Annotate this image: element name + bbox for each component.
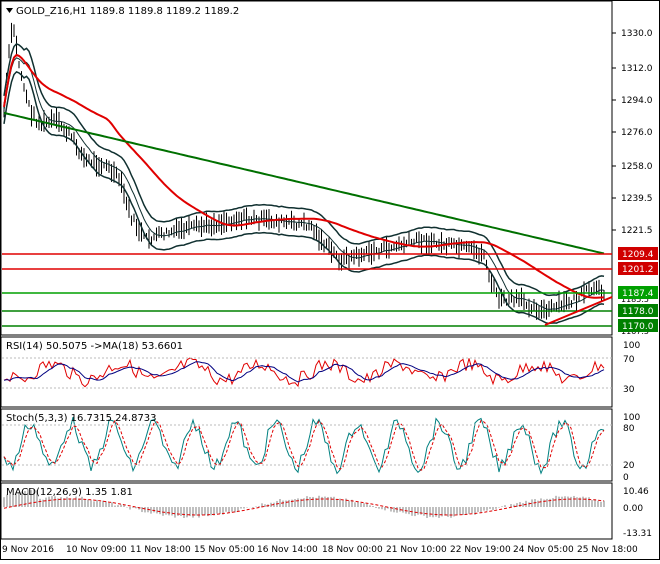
price-tick: 1239.5 <box>621 194 653 204</box>
trendline[interactable] <box>544 296 613 326</box>
stoch-tick: 100 <box>623 413 640 423</box>
rsi-tick: 100 <box>623 341 640 351</box>
stoch-tick: 20 <box>623 461 635 471</box>
stoch-panel[interactable] <box>0 408 613 482</box>
macd-tick: 0.00 <box>623 504 643 514</box>
ma-green <box>3 111 605 255</box>
price-tick: 1258.0 <box>621 162 653 172</box>
price-tick: 1294.0 <box>621 96 653 106</box>
level-label-bg <box>618 286 658 299</box>
time-label: 10 Nov 09:00 <box>66 545 127 555</box>
time-axis: 9 Nov 2016 10 Nov 09:00 11 Nov 18:00 15 … <box>2 545 638 555</box>
time-label: 11 Nov 18:00 <box>130 545 191 555</box>
time-label: 9 Nov 2016 <box>2 545 54 555</box>
stoch-signal-line <box>3 419 605 471</box>
macd-series <box>3 489 605 519</box>
level-label: 1170.0 <box>622 322 654 332</box>
time-label: 22 Nov 19:00 <box>450 545 511 555</box>
macd-panel[interactable] <box>0 482 613 540</box>
level-label-bg <box>618 304 658 317</box>
macd-tick: -13.31 <box>623 529 652 539</box>
main-series <box>3 22 605 325</box>
stoch-axis: 100 80 20 0 <box>2 413 640 483</box>
price-tick-partial: 1185.5 <box>621 295 649 304</box>
rsi-ma-line <box>3 361 605 383</box>
time-label: 25 Nov 18:00 <box>577 545 638 555</box>
rsi-series <box>3 357 605 388</box>
bollinger-lower <box>3 71 605 325</box>
macd-axis: 10.46 0.00 -13.31 <box>623 487 652 539</box>
time-label: 24 Nov 05:00 <box>513 545 574 555</box>
level-label-bg <box>618 247 658 260</box>
level-label: 1209.4 <box>622 250 654 260</box>
macd-tick: 10.46 <box>623 487 649 497</box>
stoch-tick: 80 <box>623 424 635 434</box>
level-labels: 1209.4 1201.2 1187.4 1178.0 1170.0 <box>618 247 658 332</box>
rsi-line <box>3 357 605 388</box>
time-label: 18 Nov 00:00 <box>322 545 383 555</box>
price-tick: 1330.0 <box>621 29 653 39</box>
stoch-main-line <box>3 416 605 475</box>
level-label: 1178.0 <box>622 307 654 317</box>
price-tick: 1276.0 <box>621 128 653 138</box>
macd-signal-line <box>3 498 605 516</box>
level-lines[interactable] <box>2 253 612 327</box>
price-tick: 1312.0 <box>621 64 653 74</box>
rsi-panel[interactable] <box>0 336 613 408</box>
rsi-title: RSI(14) 50.5075 ->MA(18) 53.6601 <box>6 341 183 352</box>
time-label: 21 Nov 10:00 <box>386 545 447 555</box>
level-label: 1201.2 <box>622 265 654 275</box>
time-label: 15 Nov 05:00 <box>194 545 255 555</box>
rsi-tick: 70 <box>623 355 635 365</box>
rsi-axis: 100 70 30 <box>2 341 640 395</box>
ma-red <box>3 53 605 299</box>
stoch-title: Stoch(5,3,3) 16.7315 24.8733 <box>6 413 157 424</box>
dropdown-arrow-icon[interactable] <box>6 8 13 13</box>
stoch-tick: 0 <box>623 473 629 483</box>
macd-title: MACD(12,26,9) 1.35 1.81 <box>6 487 133 498</box>
level-label: 1187.4 <box>622 289 654 299</box>
rsi-tick: 30 <box>623 385 635 395</box>
main-title: GOLD_Z16,H1 1189.8 1189.8 1189.2 1189.2 <box>16 6 239 17</box>
bollinger-middle <box>3 57 605 310</box>
price-tick: 1221.5 <box>621 226 653 236</box>
level-label-bg <box>618 262 658 275</box>
stoch-series <box>3 416 605 475</box>
time-label: 16 Nov 14:00 <box>257 545 318 555</box>
level-label-bg <box>618 319 658 332</box>
